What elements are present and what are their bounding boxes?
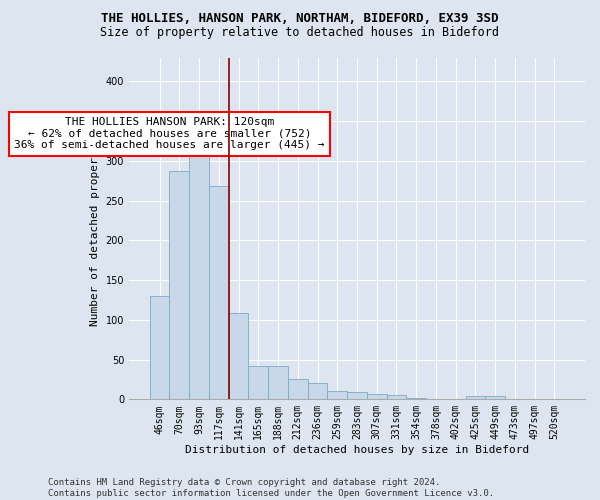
- Text: Size of property relative to detached houses in Bideford: Size of property relative to detached ho…: [101, 26, 499, 39]
- Bar: [150, 296, 169, 400]
- Bar: [209, 186, 229, 400]
- Bar: [248, 366, 268, 400]
- Bar: [268, 366, 288, 400]
- X-axis label: Distribution of detached houses by size in Bideford: Distribution of detached houses by size …: [185, 445, 529, 455]
- Text: THE HOLLIES, HANSON PARK, NORTHAM, BIDEFORD, EX39 3SD: THE HOLLIES, HANSON PARK, NORTHAM, BIDEF…: [101, 12, 499, 26]
- Bar: [485, 396, 505, 400]
- Bar: [288, 380, 308, 400]
- Bar: [347, 392, 367, 400]
- Bar: [229, 314, 248, 400]
- Bar: [466, 396, 485, 400]
- Bar: [406, 398, 426, 400]
- Bar: [189, 150, 209, 400]
- Bar: [169, 171, 189, 400]
- Bar: [308, 382, 328, 400]
- Bar: [328, 392, 347, 400]
- Text: THE HOLLIES HANSON PARK: 120sqm
← 62% of detached houses are smaller (752)
36% o: THE HOLLIES HANSON PARK: 120sqm ← 62% of…: [14, 117, 325, 150]
- Text: Contains HM Land Registry data © Crown copyright and database right 2024.
Contai: Contains HM Land Registry data © Crown c…: [48, 478, 494, 498]
- Bar: [367, 394, 386, 400]
- Bar: [386, 396, 406, 400]
- Y-axis label: Number of detached properties: Number of detached properties: [90, 130, 100, 326]
